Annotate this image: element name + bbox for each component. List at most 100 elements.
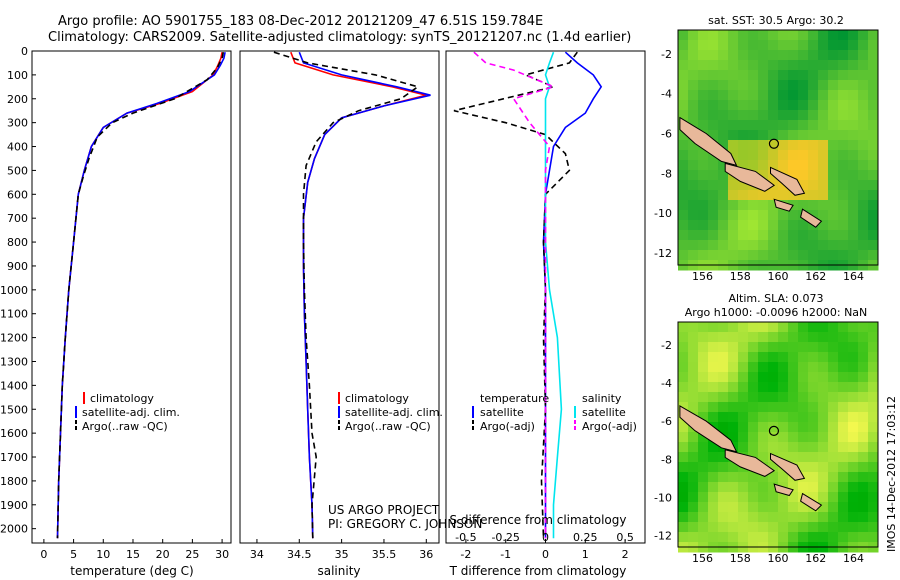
map-cell [848, 190, 859, 201]
map-cell [708, 240, 719, 251]
map-cell [688, 452, 699, 463]
map-cell [738, 140, 749, 151]
map-cell [698, 432, 709, 443]
map-cell [818, 472, 829, 483]
map-cell [768, 150, 779, 161]
temperature-series-argo-raw-qc- [56, 52, 225, 539]
map-cell [778, 230, 789, 241]
figure-title-line1: Argo profile: AO 5901755_183 08-Dec-2012… [58, 14, 544, 29]
map-cell [838, 250, 849, 261]
map-cell [868, 382, 879, 393]
map-cell [828, 382, 839, 393]
map-cell [858, 160, 869, 171]
map-cell [678, 240, 689, 251]
map-cell [678, 512, 689, 523]
map-cell [868, 80, 879, 91]
map-cell [698, 322, 709, 333]
map-cell [758, 110, 769, 121]
map-cell [748, 90, 759, 101]
map-cell [768, 422, 779, 433]
map-cell [828, 30, 839, 41]
map-cell [738, 220, 749, 231]
map-cell [688, 150, 699, 161]
map-cell [848, 522, 859, 533]
map-cell [828, 210, 839, 221]
map-cell [698, 80, 709, 91]
island-shape [679, 405, 738, 453]
map-cell [778, 492, 789, 503]
depth-tick-label: 400 [7, 141, 28, 154]
map-cell [788, 140, 799, 151]
map-cell [728, 50, 739, 61]
map-cell [698, 362, 709, 373]
map-cell [868, 180, 879, 191]
map-cell [828, 362, 839, 373]
map-cell [828, 472, 839, 483]
map-cell [698, 472, 709, 483]
map-cell [848, 80, 859, 91]
map-cell [748, 352, 759, 363]
map-cell [748, 382, 759, 393]
map-cell [758, 120, 769, 131]
map-cell [768, 70, 779, 81]
legend-label-s-satellite: satellite [582, 406, 626, 419]
map-cell [758, 332, 769, 343]
map-cell [868, 462, 879, 473]
temperature-legend: climatology satellite-adj. clim. Argo(..… [75, 392, 180, 433]
map-lat-tick-label: -10 [654, 207, 672, 220]
map-cell [748, 210, 759, 221]
map-cell [828, 442, 839, 453]
map-cell [748, 100, 759, 111]
map-cell [818, 342, 829, 353]
map-cell [698, 100, 709, 111]
map-cell [808, 522, 819, 533]
map-cell [848, 442, 859, 453]
map-cell [858, 392, 869, 403]
map-cell [708, 60, 719, 71]
map-cell [688, 110, 699, 121]
map-cell [738, 432, 749, 443]
map-cell [808, 512, 819, 523]
map-cell [678, 532, 689, 543]
map-cell [788, 492, 799, 503]
map-cell [788, 372, 799, 383]
map-cell [708, 332, 719, 343]
map-cell [788, 150, 799, 161]
map-cell [858, 352, 869, 363]
map-cell [848, 170, 859, 181]
map-cell [718, 362, 729, 373]
map-cell [848, 150, 859, 161]
map-cell [868, 522, 879, 533]
map-cell [778, 50, 789, 61]
map-cell [848, 372, 859, 383]
map-cell [788, 452, 799, 463]
map-cell [778, 532, 789, 543]
map-cell [838, 240, 849, 251]
map-cell [768, 472, 779, 483]
map-cell [758, 422, 769, 433]
map-cell [828, 230, 839, 241]
s-difference-tick-label: 0.5 [616, 531, 634, 544]
map-cell [748, 322, 759, 333]
map-cell [688, 40, 699, 51]
map-cell [868, 90, 879, 101]
map-cell [788, 40, 799, 51]
salinity-series-argo-raw-qc- [273, 51, 420, 539]
map-cell [728, 462, 739, 473]
map-cell [728, 60, 739, 71]
map-cell [858, 322, 869, 333]
map-cell [688, 220, 699, 231]
map-cell [848, 130, 859, 141]
map-cell [768, 352, 779, 363]
map-cell [818, 190, 829, 201]
map-cell [708, 160, 719, 171]
map-cell [868, 372, 879, 383]
map-cell [838, 120, 849, 131]
map-cell [818, 492, 829, 503]
map-cell [808, 472, 819, 483]
map-cell [808, 100, 819, 111]
map-cell [788, 442, 799, 453]
map-cell [748, 412, 759, 423]
salinity-xlabel: salinity [317, 564, 360, 578]
map-cell [798, 392, 809, 403]
